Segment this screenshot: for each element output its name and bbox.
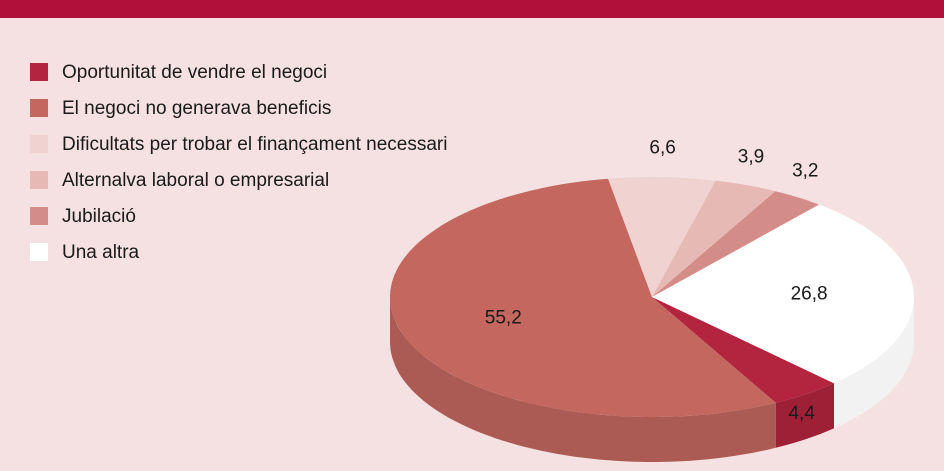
- pie-slice: [652, 297, 834, 403]
- data-label: 26,8: [791, 284, 828, 305]
- legend-swatch: [30, 99, 48, 117]
- pie-side: [775, 383, 834, 448]
- legend-label: El negoci no generava beneficis: [62, 98, 331, 119]
- legend-swatch: [30, 135, 48, 153]
- pie-slice: [608, 177, 716, 297]
- legend-label: Una altra: [62, 242, 140, 263]
- legend-swatch: [30, 243, 48, 261]
- data-label: 3,2: [792, 160, 818, 181]
- legend-swatch: [30, 63, 48, 81]
- pie-side: [834, 297, 914, 429]
- pie-slice: [652, 191, 820, 297]
- data-label: 4,4: [788, 403, 815, 424]
- legend-label: Jubilació: [62, 206, 136, 227]
- data-label: 55,2: [485, 307, 522, 328]
- legend-label: Alternalva laboral o empresarial: [62, 170, 329, 191]
- pie-slice: [652, 180, 776, 297]
- legend-swatch: [30, 171, 48, 189]
- data-label: 3,9: [738, 147, 764, 168]
- pie-slice: [390, 178, 776, 417]
- pie-side: [390, 297, 776, 462]
- legend-swatch: [30, 207, 48, 225]
- legend-label: Dificultats per trobar el finançament ne…: [62, 134, 447, 155]
- legend-label: Oportunitat de vendre el negoci: [62, 62, 327, 83]
- header-bar: [0, 0, 944, 18]
- data-label: 6,6: [649, 138, 675, 159]
- pie-slice: [652, 204, 914, 384]
